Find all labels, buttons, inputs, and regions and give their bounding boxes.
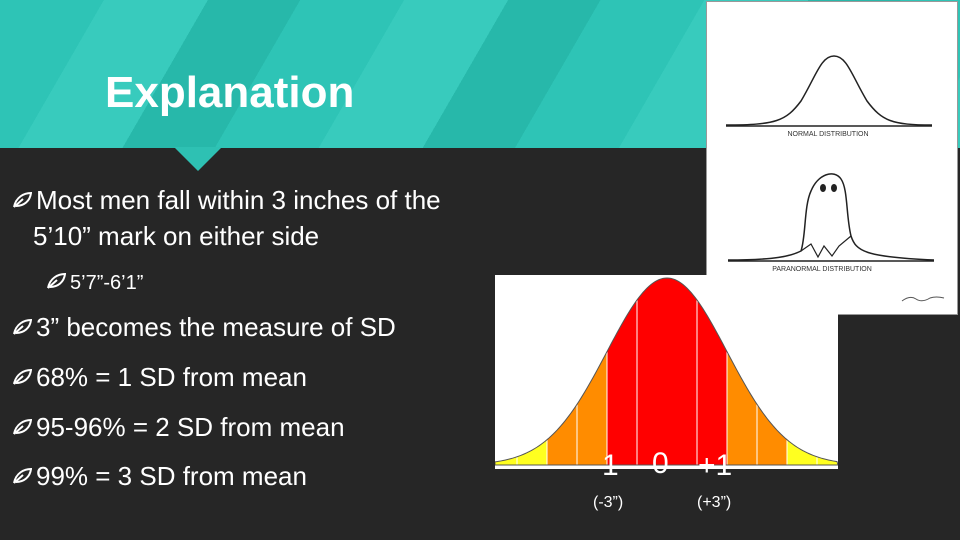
signature bbox=[901, 296, 945, 302]
leaf bbox=[13, 368, 32, 385]
cartoon-label: NORMAL DISTRIBUTION bbox=[787, 131, 868, 138]
axis-label: -1 bbox=[592, 449, 619, 482]
bullet: Most men fall within 3 inches of the 5’1… bbox=[13, 182, 463, 254]
bullet-icon bbox=[13, 318, 32, 335]
ghost-curve bbox=[727, 173, 935, 261]
bullet-icon bbox=[13, 368, 32, 385]
sub-label: (-3”) bbox=[593, 494, 624, 511]
bullet-icon bbox=[47, 272, 66, 289]
bullet-icon bbox=[13, 467, 32, 484]
bell-curve-image bbox=[495, 275, 838, 469]
ghost-hem bbox=[800, 235, 852, 259]
leaf bbox=[13, 418, 32, 435]
leaf bbox=[13, 191, 32, 208]
bullet: 99% = 3 SD from mean bbox=[13, 458, 466, 494]
normal-curve bbox=[725, 55, 933, 126]
axis-label: +1 bbox=[698, 449, 733, 482]
bullet: 3” becomes the measure of SD bbox=[13, 309, 466, 345]
bullet-icon bbox=[13, 191, 32, 208]
bullet: 68% = 1 SD from mean bbox=[13, 359, 466, 395]
ghost-eye bbox=[831, 184, 837, 192]
cartoon-label: PARANORMAL DISTRIBUTION bbox=[772, 266, 872, 273]
banner-notch bbox=[174, 147, 222, 171]
axis-label: 0 bbox=[652, 447, 669, 480]
slide-title: Explanation bbox=[105, 68, 355, 117]
leaf bbox=[13, 467, 32, 484]
cartoon-image: NORMAL DISTRIBUTION PARANORMAL DISTRIBUT… bbox=[706, 1, 958, 315]
curve-outline bbox=[495, 277, 838, 466]
sub-bullet: 5’7”-6’1” bbox=[47, 265, 143, 301]
bullet-icon bbox=[13, 418, 32, 435]
sub-label: (+3”) bbox=[697, 494, 732, 511]
leaf bbox=[13, 318, 32, 335]
ghost-eye bbox=[820, 184, 826, 192]
bullet: 95-96% = 2 SD from mean bbox=[13, 409, 466, 445]
leaf bbox=[47, 272, 66, 289]
